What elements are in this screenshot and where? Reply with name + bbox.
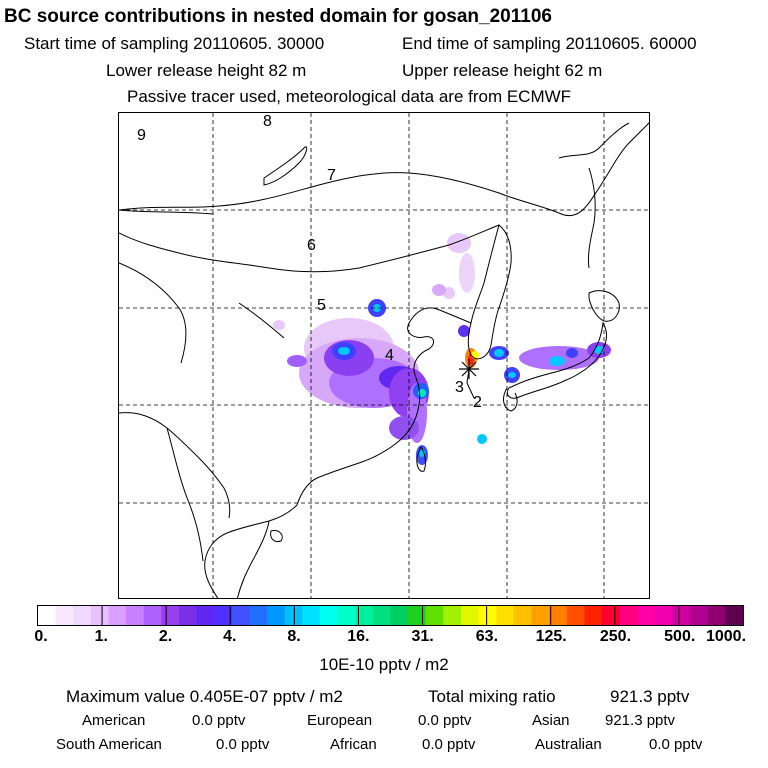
trajectory-label-6: 6 — [307, 237, 316, 254]
colorbar-swatch — [549, 606, 568, 625]
colorbar-swatch — [478, 606, 497, 625]
map-panel: 9 8 7 6 5 4 3 2 — [118, 112, 650, 599]
region-name-african: African — [330, 736, 377, 753]
total-mixing-ratio-label: Total mixing ratio — [428, 687, 556, 706]
colorbar-tick-label: 0. — [34, 628, 48, 645]
colorbar-tick-label: 31. — [411, 628, 434, 645]
colorbar-swatches — [38, 606, 743, 625]
region-value-australian: 0.0 pptv — [649, 736, 703, 753]
colorbar-swatch — [425, 606, 444, 625]
region-value-european: 0.0 pptv — [418, 712, 472, 729]
trajectory-label-2: 2 — [473, 394, 482, 411]
end-time-label: End time of sampling 20110605. 60000 — [402, 34, 697, 53]
colorbar-swatch — [725, 606, 743, 625]
colorbar-swatch — [672, 606, 691, 625]
colorbar-swatch — [390, 606, 409, 625]
colorbar-swatch — [461, 606, 480, 625]
colorbar-swatch — [90, 606, 110, 625]
trajectory-label-4: 4 — [385, 347, 394, 364]
region-name-asian: Asian — [532, 712, 570, 729]
colorbar-swatch — [108, 606, 127, 625]
trajectory-label-9: 9 — [137, 127, 146, 144]
colorbar-swatch — [584, 606, 603, 625]
colorbar-swatch — [619, 606, 638, 625]
colorbar-swatch — [73, 606, 92, 625]
region-value-american: 0.0 pptv — [192, 712, 246, 729]
map-canvas — [119, 113, 649, 598]
colorbar-swatch — [690, 606, 709, 625]
start-time-label: Start time of sampling 20110605. 30000 — [24, 34, 325, 53]
colorbar-swatch — [126, 606, 145, 625]
plot-title: BC source contributions in nested domain… — [4, 6, 552, 27]
colorbar-swatch — [531, 606, 550, 625]
colorbar-swatch — [372, 606, 392, 625]
region-value-african: 0.0 pptv — [422, 736, 476, 753]
colorbar-tick-label: 1. — [94, 628, 108, 645]
region-value-asian: 921.3 pptv — [605, 712, 676, 729]
trajectory-label-5: 5 — [317, 297, 326, 314]
colorbar-unit: 10E-10 pptv / m2 — [319, 655, 449, 674]
colorbar-tick-label: 8. — [287, 628, 301, 645]
colorbar-swatch — [320, 606, 339, 625]
colorbar-swatch — [214, 606, 233, 625]
colorbar-swatch — [161, 606, 180, 625]
trajectory-label-8: 8 — [263, 113, 272, 130]
colorbar-swatch — [513, 606, 533, 625]
colorbar-swatch — [231, 606, 251, 625]
total-mixing-ratio-value: 921.3 pptv — [610, 687, 690, 706]
colorbar-tick-label: 4. — [223, 628, 237, 645]
region-name-australian: Australian — [535, 736, 602, 753]
colorbar-tick-label: 2. — [158, 628, 173, 645]
lower-release-label: Lower release height 82 m — [106, 61, 307, 80]
colorbar-swatch — [267, 606, 286, 625]
trajectory-label-7: 7 — [327, 167, 336, 184]
colorbar-swatch — [707, 606, 726, 625]
colorbar-swatch — [38, 606, 57, 625]
region-name-south-american: South American — [56, 736, 162, 753]
coastlines — [119, 122, 649, 598]
colorbar — [37, 605, 744, 626]
region-value-south-american: 0.0 pptv — [216, 736, 270, 753]
colorbar-swatch — [196, 606, 215, 625]
colorbar-swatch — [408, 606, 427, 625]
upper-release-label: Upper release height 62 m — [402, 61, 603, 80]
trajectory-label-3: 3 — [455, 379, 464, 396]
colorbar-swatch — [55, 606, 74, 625]
colorbar-swatch — [443, 606, 462, 625]
colorbar-tick-label: 16. — [347, 628, 370, 645]
source-contribution-field — [273, 233, 611, 465]
colorbar-swatch — [355, 606, 374, 625]
colorbar-swatch — [143, 606, 162, 625]
colorbar-swatch — [602, 606, 621, 625]
colorbar-tick-label: 250. — [599, 628, 632, 645]
maximum-value-label: Maximum value 0.405E-07 pptv / m2 — [66, 687, 343, 706]
colorbar-swatch — [496, 606, 515, 625]
colorbar-swatch — [302, 606, 321, 625]
colorbar-swatch — [637, 606, 656, 625]
colorbar-swatch — [179, 606, 198, 625]
colorbar-tick-label: 1000. — [705, 628, 747, 645]
passive-tracer-note: Passive tracer used, meteorological data… — [127, 87, 572, 106]
colorbar-swatch — [249, 606, 268, 625]
colorbar-tick-label: 125. — [535, 628, 567, 645]
colorbar-tick-label: 500. — [664, 628, 696, 645]
colorbar-swatch — [654, 606, 674, 625]
colorbar-swatch — [566, 606, 585, 625]
region-name-european: European — [307, 712, 373, 729]
colorbar-tick-label: 63. — [475, 628, 499, 645]
colorbar-swatch — [337, 606, 356, 625]
region-name-american: American — [82, 712, 146, 729]
colorbar-swatch — [284, 606, 303, 625]
backward-trajectory — [466, 368, 475, 399]
graticule — [119, 113, 649, 598]
